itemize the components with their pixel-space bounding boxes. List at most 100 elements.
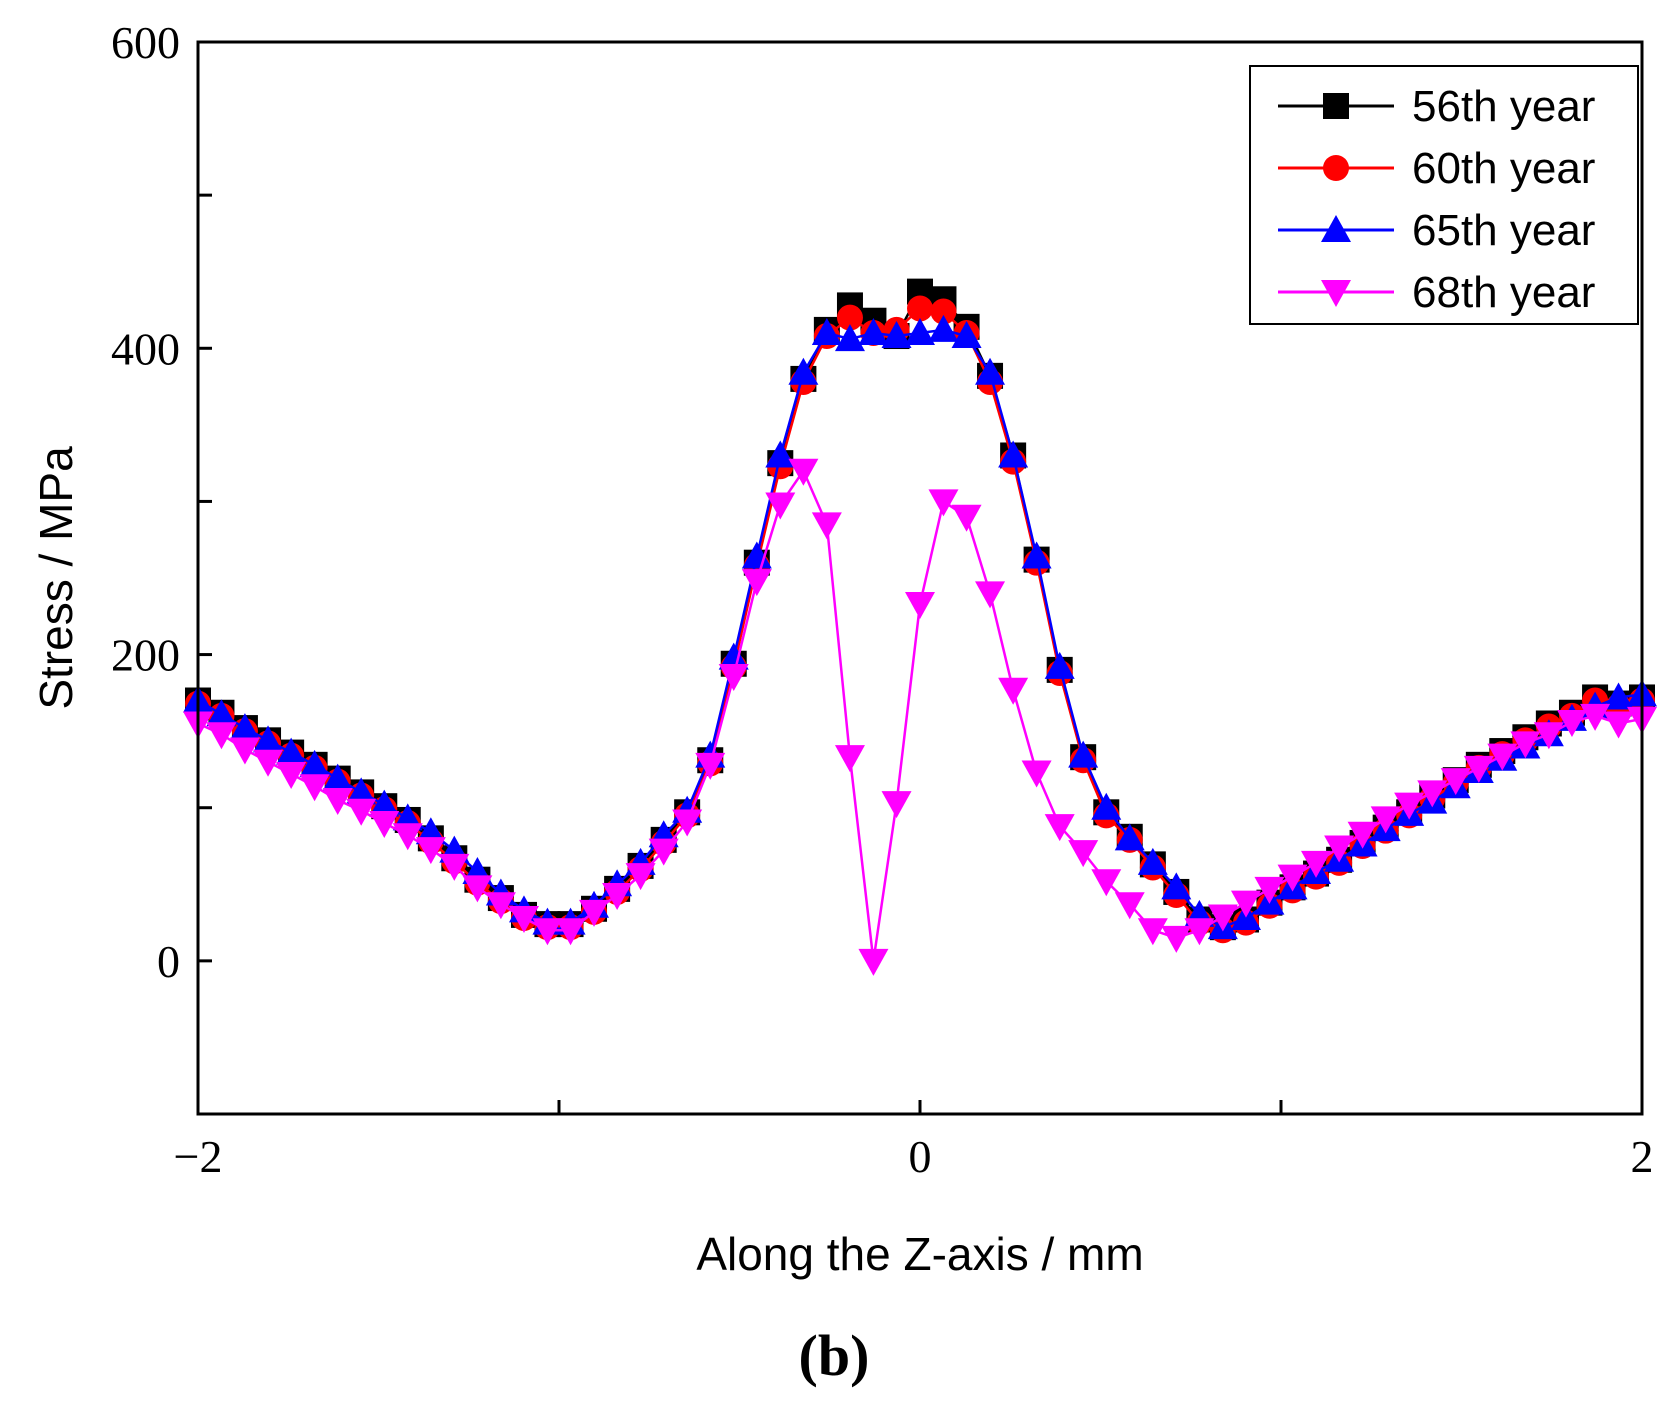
data-point: [1487, 743, 1518, 771]
legend-label: 56th year: [1412, 82, 1595, 131]
data-point: [765, 492, 796, 520]
data-point: [253, 749, 284, 777]
data-point: [206, 722, 237, 750]
series-layer: [183, 278, 1657, 976]
y-tick-label: 0: [157, 936, 180, 987]
x-tick-label: 2: [1631, 1131, 1654, 1182]
data-point: [741, 569, 772, 597]
data-point: [858, 317, 889, 345]
data-point: [881, 321, 912, 349]
legend-entry: 65th year: [1278, 206, 1595, 255]
data-point: [602, 883, 633, 911]
data-point: [718, 642, 749, 670]
x-axis: −2 0 2: [174, 1100, 1654, 1182]
data-point: [1161, 872, 1192, 900]
data-point: [579, 899, 610, 927]
y-tick-label: 400: [111, 323, 180, 374]
data-point: [1230, 890, 1261, 918]
data-point: [415, 837, 446, 865]
data-point: [1044, 651, 1075, 679]
data-point: [1161, 925, 1192, 953]
series-4: [183, 458, 1657, 976]
data-point: [975, 357, 1006, 385]
data-point: [1137, 847, 1168, 875]
data-point: [1021, 760, 1052, 788]
legend-label: 60th year: [1412, 144, 1595, 193]
data-point: [834, 745, 865, 773]
data-point: [485, 892, 516, 920]
data-point: [1301, 850, 1332, 878]
data-point: [1114, 823, 1145, 851]
data-point: [1207, 904, 1238, 932]
data-point: [1091, 792, 1122, 820]
data-point: [1184, 918, 1215, 946]
data-point: [299, 749, 330, 777]
data-point: [998, 440, 1029, 468]
data-point: [881, 791, 912, 819]
data-point: [928, 314, 959, 342]
panel-label: (b): [799, 1323, 870, 1388]
x-tick-label: −2: [174, 1131, 223, 1182]
data-point: [1440, 768, 1471, 796]
y-tick-label: 200: [111, 630, 180, 681]
data-point: [836, 304, 863, 331]
data-point: [951, 504, 982, 532]
legend-label: 68th year: [1412, 268, 1595, 317]
data-point: [1068, 740, 1099, 768]
data-point: [1347, 821, 1378, 849]
data-point: [392, 823, 423, 851]
data-point: [253, 725, 284, 753]
y-axis: 0 200 400 600: [111, 17, 212, 987]
data-point: [1394, 792, 1425, 820]
data-point: [788, 357, 819, 385]
data-point: [346, 777, 377, 805]
series-3: [183, 314, 1657, 940]
data-point: [346, 798, 377, 826]
data-point: [532, 918, 563, 946]
data-point: [322, 763, 353, 791]
data-point: [951, 321, 982, 349]
data-point: [1254, 876, 1285, 904]
data-point: [508, 905, 539, 933]
data-point: [741, 541, 772, 569]
legend-label: 65th year: [1412, 206, 1595, 255]
legend-entry: 68th year: [1278, 268, 1595, 317]
data-point: [1370, 806, 1401, 834]
data-point: [1603, 682, 1634, 710]
data-point: [930, 298, 957, 325]
data-point: [276, 737, 307, 765]
data-point: [1510, 731, 1541, 759]
legend-marker: [1321, 215, 1351, 242]
data-point: [206, 699, 237, 727]
legend-marker: [1323, 93, 1349, 119]
data-point: [1044, 814, 1075, 842]
legend-marker: [1323, 155, 1349, 181]
data-point: [1021, 541, 1052, 569]
data-point: [1068, 840, 1099, 868]
data-point: [439, 853, 470, 881]
legend-marker: [1321, 280, 1351, 307]
data-point: [1580, 703, 1611, 731]
x-axis-title: Along the Z-axis / mm: [696, 1228, 1143, 1280]
data-point: [299, 774, 330, 802]
data-point: [858, 948, 889, 976]
data-point: [905, 592, 935, 620]
legend: 56th year 60th year 65th year 68th year: [1249, 65, 1639, 325]
data-point: [672, 809, 703, 837]
data-point: [1463, 755, 1494, 783]
data-point: [625, 863, 656, 891]
y-tick-label: 600: [111, 17, 180, 68]
series-line: [197, 468, 1643, 962]
data-point: [648, 838, 679, 866]
data-point: [998, 677, 1029, 705]
data-point: [1533, 722, 1564, 750]
data-point: [229, 737, 260, 765]
data-point: [695, 752, 726, 780]
data-point: [928, 489, 959, 517]
data-point: [907, 295, 933, 322]
data-point: [369, 811, 400, 839]
data-point: [765, 440, 796, 468]
data-point: [322, 788, 353, 816]
data-point: [276, 762, 307, 790]
